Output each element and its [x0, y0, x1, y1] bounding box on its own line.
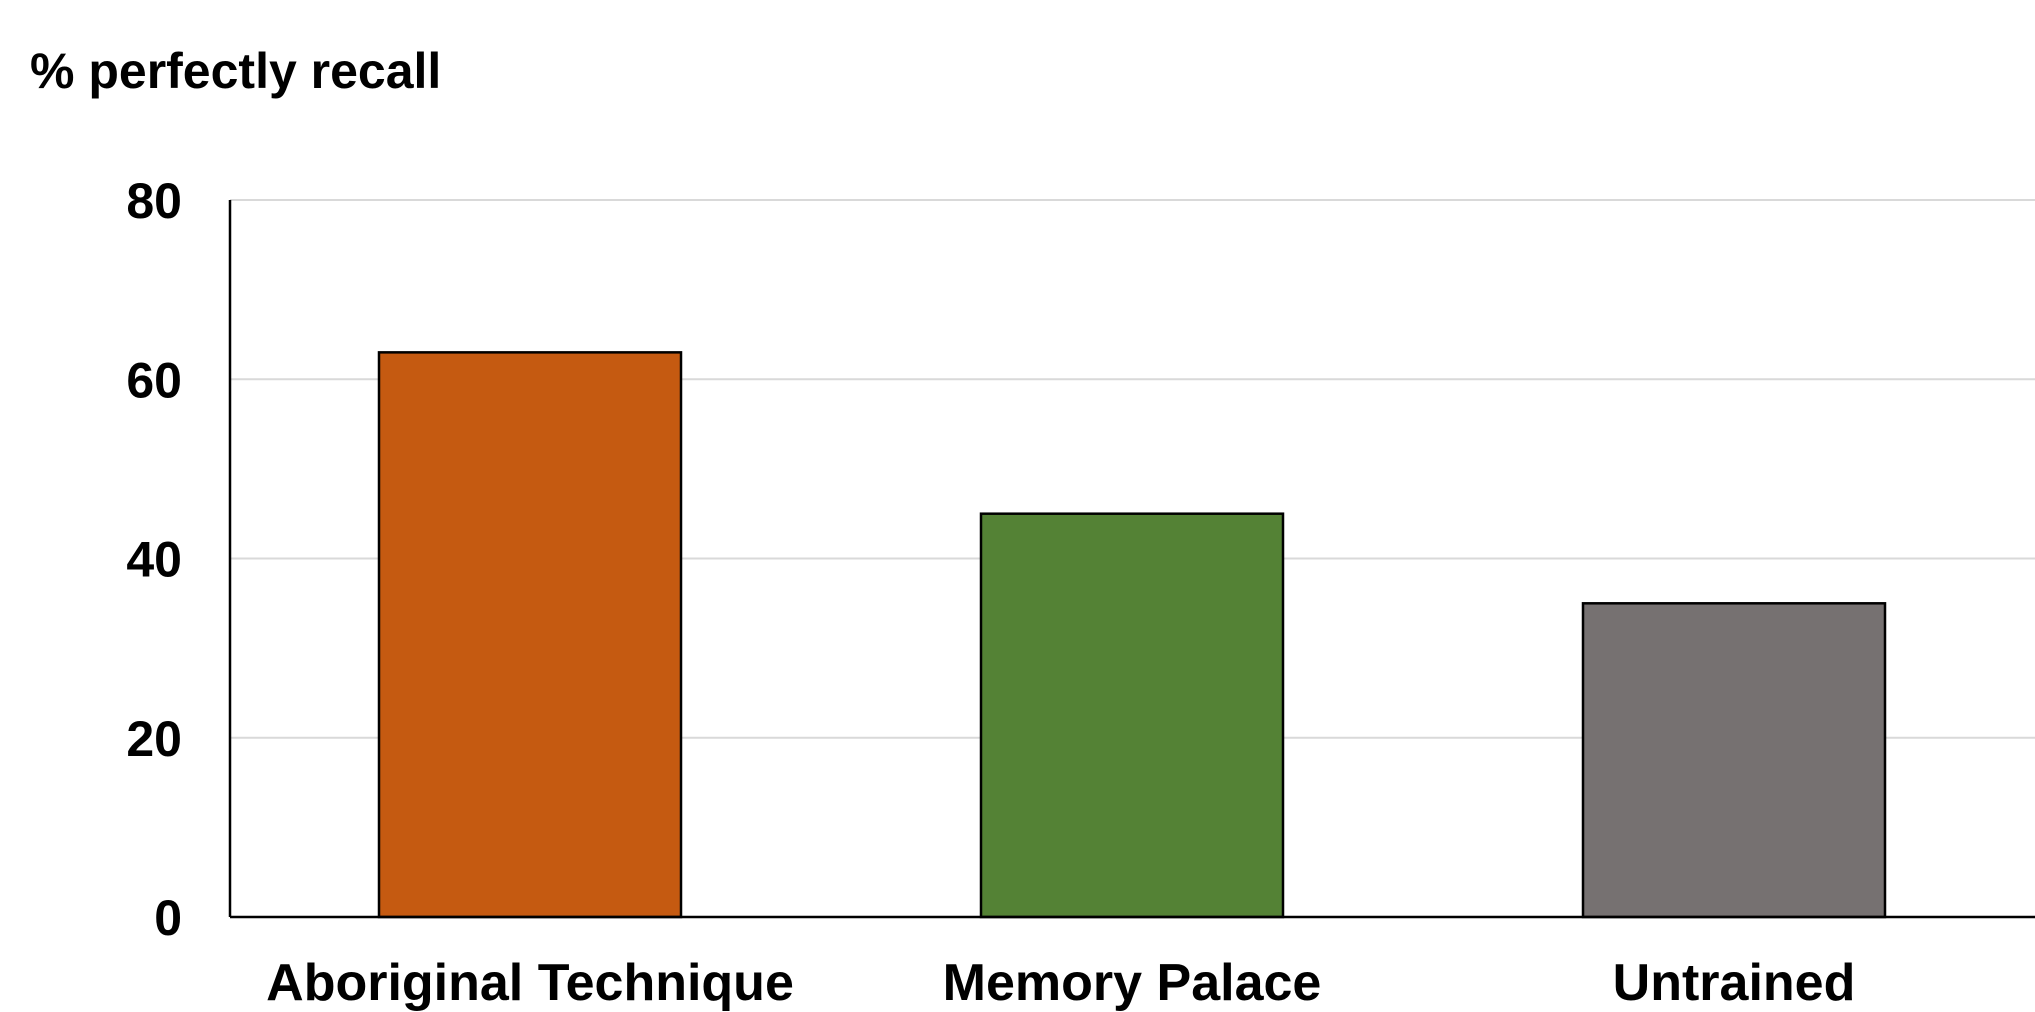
bar — [1581, 602, 1887, 919]
x-category-label: Untrained — [1613, 954, 1856, 1012]
x-category-label: Memory Palace — [943, 954, 1322, 1012]
x-category-label: Aboriginal Technique — [266, 954, 794, 1012]
bar — [377, 351, 683, 919]
y-tick-label: 20 — [126, 711, 182, 767]
bars — [377, 351, 1887, 919]
y-axis-label: % perfectly recall — [30, 43, 441, 99]
y-tick-label: 0 — [154, 890, 182, 946]
y-tick-label: 60 — [126, 352, 182, 408]
y-tick-label: 80 — [126, 173, 182, 229]
y-tick-labels: 0 20 40 60 80 — [126, 173, 182, 946]
bar — [979, 512, 1285, 919]
y-tick-label: 40 — [126, 532, 182, 588]
x-category-labels: Aboriginal Technique Memory Palace Untrain… — [266, 954, 1855, 1012]
